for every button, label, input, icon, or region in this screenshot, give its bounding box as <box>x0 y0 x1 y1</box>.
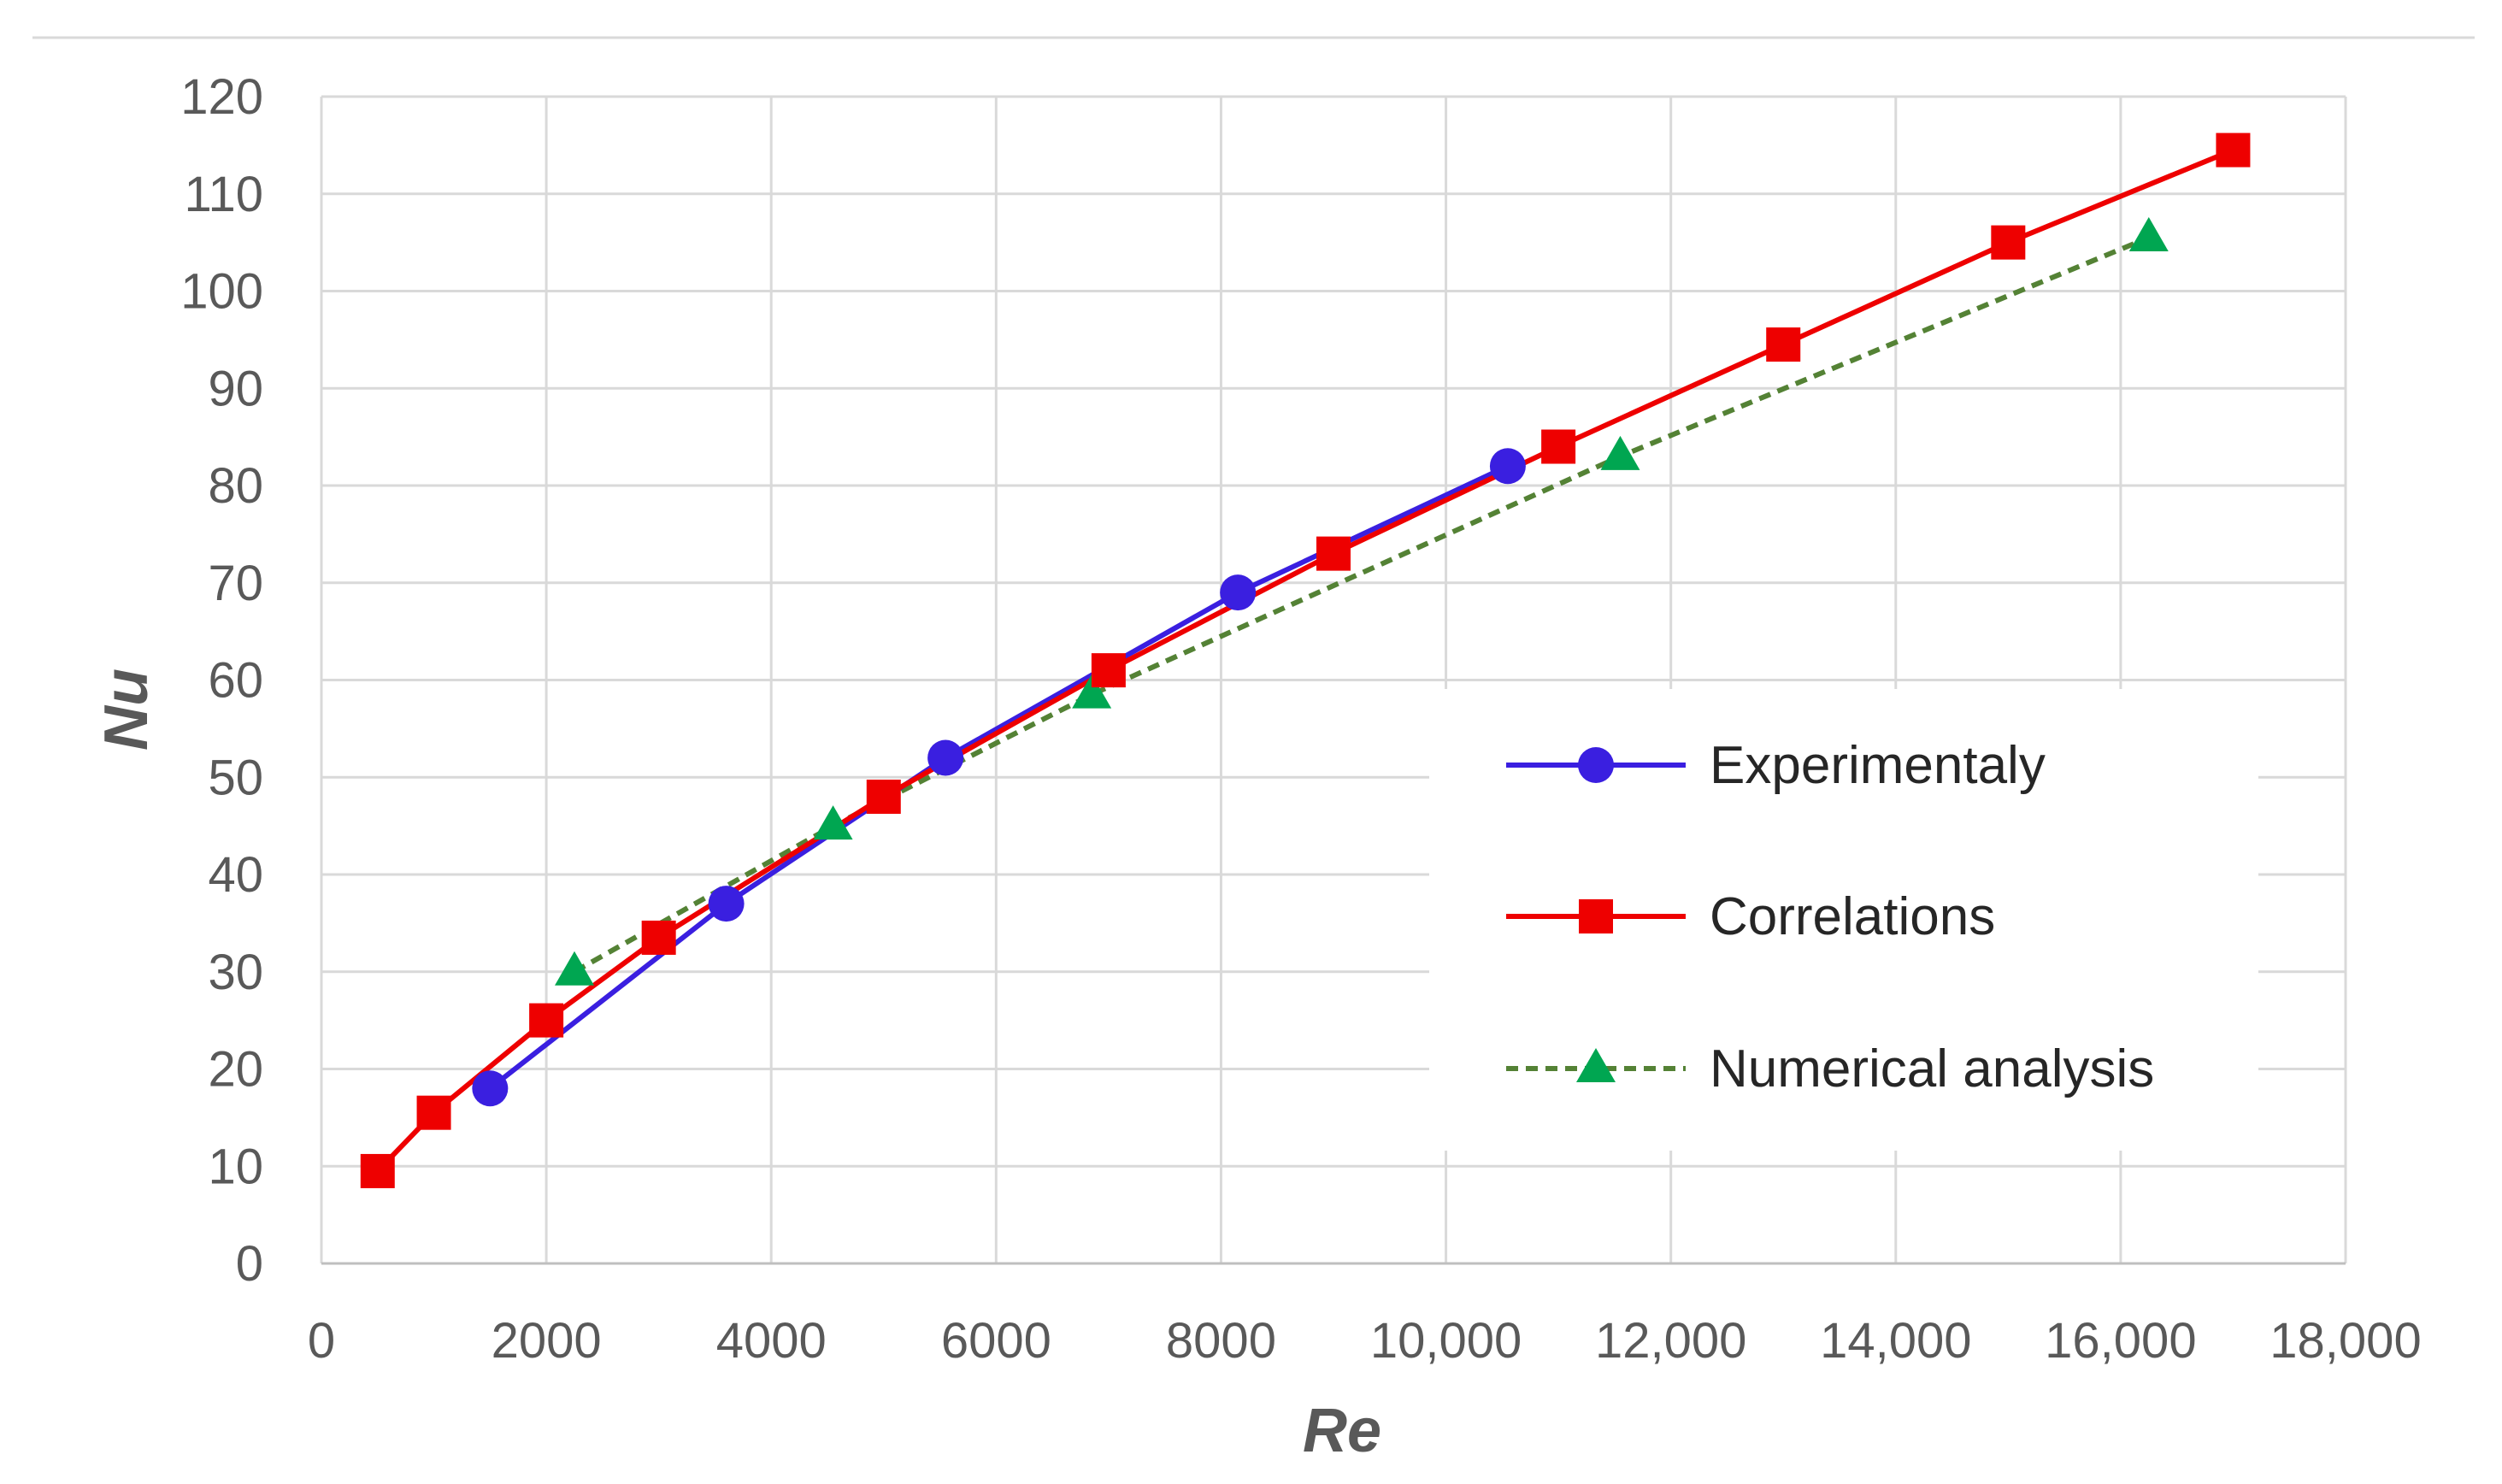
x-tick-label: 8000 <box>1166 1313 1276 1369</box>
data-point-triangle <box>555 951 594 986</box>
y-tick-label: 10 <box>208 1139 263 1194</box>
x-tick-label: 4000 <box>716 1313 827 1369</box>
data-point-square <box>2216 132 2251 168</box>
legend-marker-circle <box>1578 747 1614 783</box>
x-tick-label: 16,000 <box>2045 1313 2196 1369</box>
y-tick-label: 120 <box>180 69 263 125</box>
legend-label: Experimentaly <box>1710 736 2046 795</box>
data-point-square <box>360 1153 395 1188</box>
data-point-circle <box>927 739 964 776</box>
data-point-square <box>866 780 901 814</box>
legend: Experimentaly Correlations Numerical analy… <box>1429 689 2258 1151</box>
x-tick-label: 2000 <box>492 1313 602 1369</box>
y-axis-title: Nu <box>92 668 161 751</box>
y-tick-label: 30 <box>208 945 263 1000</box>
data-point-square <box>1316 536 1351 571</box>
legend-marker-square <box>1579 899 1613 933</box>
data-point-square <box>529 1003 564 1038</box>
y-tick-label: 80 <box>208 458 263 514</box>
y-tick-label: 70 <box>208 556 263 611</box>
y-tick-label: 50 <box>208 750 263 805</box>
data-point-triangle <box>1600 435 1640 470</box>
x-tick-label: 12,000 <box>1595 1313 1746 1369</box>
y-tick-label: 110 <box>185 167 263 222</box>
data-point-circle <box>708 886 745 922</box>
data-point-square <box>1991 225 2026 260</box>
series-line-numerical-analysis <box>573 235 2150 975</box>
x-tick-label: 6000 <box>941 1313 1051 1369</box>
data-point-square <box>1541 429 1576 464</box>
x-tick-label: 14,000 <box>1820 1313 1971 1369</box>
data-point-square <box>641 920 676 955</box>
data-point-square <box>416 1095 451 1130</box>
y-tick-labels: 0 10 20 30 40 50 60 70 80 90 100 110 120 <box>180 69 263 1292</box>
y-tick-label: 60 <box>208 653 263 709</box>
data-point-square <box>1766 327 1801 362</box>
legend-label: Correlations <box>1710 887 1995 946</box>
data-point-circle <box>472 1070 509 1107</box>
legend-label: Numerical analysis <box>1710 1039 2154 1098</box>
y-tick-label: 20 <box>208 1042 263 1098</box>
y-tick-label: 100 <box>180 264 263 320</box>
y-tick-label: 0 <box>236 1236 263 1292</box>
y-tick-label: 90 <box>208 361 263 416</box>
data-point-triangle <box>1072 674 1112 709</box>
data-point-triangle <box>2128 216 2169 251</box>
legend-marker-triangle <box>1576 1048 1616 1082</box>
x-tick-label: 0 <box>308 1313 335 1369</box>
y-tick-label: 40 <box>208 847 263 903</box>
x-tick-label: 10,000 <box>1370 1313 1522 1369</box>
x-axis-title: Re <box>1303 1397 1381 1465</box>
data-point-triangle <box>813 805 853 840</box>
data-point-circle <box>1489 448 1526 485</box>
data-point-circle <box>1220 574 1257 611</box>
axes <box>320 97 2346 1265</box>
data-point-square <box>1091 653 1126 688</box>
series-markers <box>360 132 2251 1188</box>
x-tick-labels: 0 2000 4000 6000 8000 10,000 12,000 14,000 16,00… <box>308 1313 2422 1369</box>
x-tick-label: 18,000 <box>2269 1313 2421 1369</box>
